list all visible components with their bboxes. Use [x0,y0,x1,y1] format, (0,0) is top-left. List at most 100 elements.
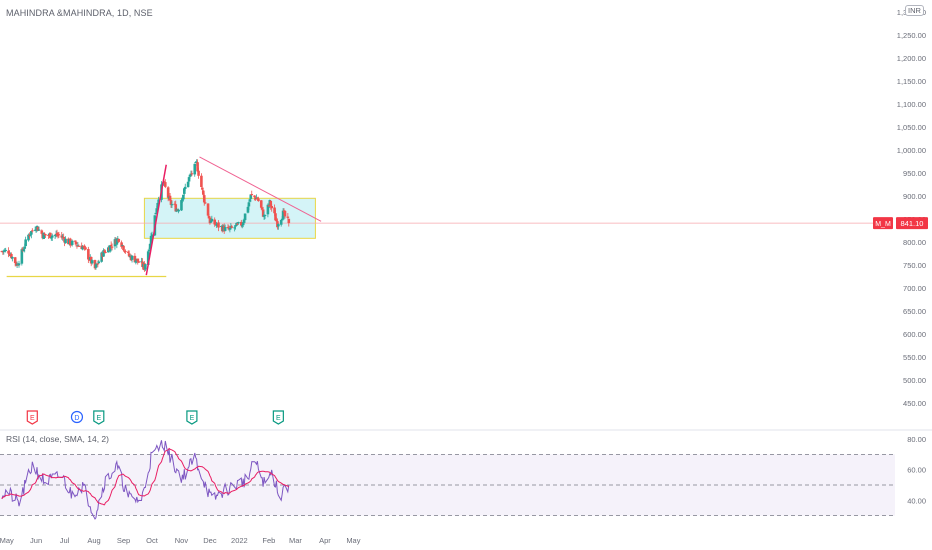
candle-body [8,253,11,256]
earnings-marker-label: E [276,415,281,422]
rsi-tick-label: 60.00 [907,466,926,475]
candle-body [108,245,112,252]
candle-body [36,226,40,231]
candle-body [270,206,273,209]
candle-body [60,235,64,238]
candle-body [148,243,152,250]
currency-label[interactable]: INR [905,5,924,16]
candle-body [37,229,41,231]
candle-body [13,257,17,264]
candle-body [83,245,86,248]
candle-body [4,249,7,251]
y-tick-label: 1,250.00 [897,31,926,40]
candle-body [223,227,227,231]
candle-body [127,253,131,257]
rsi-tick-label: 80.00 [907,435,926,444]
candle-body [249,194,253,199]
candle-body [20,249,24,264]
y-tick-label: 600.00 [903,330,926,339]
x-tick-label: Jun [30,536,42,545]
candle-body [180,200,183,211]
y-tick-label: 1,200.00 [897,54,926,63]
price-badge-text: 841.10 [901,219,924,228]
candle-body [7,250,10,254]
earnings-marker-label: E [96,415,101,422]
candle-body [241,222,245,226]
candle-body [246,206,250,213]
candle-body [210,218,214,222]
price-badge-bg [896,217,928,230]
candle-body [84,247,87,250]
candle-body [56,235,60,237]
candle-body [164,182,167,187]
candle-body [197,170,200,176]
candle-body [126,251,130,253]
candle-body [186,181,190,188]
candle-body [77,245,81,247]
candle-body [196,162,199,172]
candle-body [90,260,94,264]
chart-title: MAHINDRA &MAHINDRA, 1D, NSE [6,8,153,18]
candle-body [166,187,170,198]
y-tick-label: 650.00 [903,307,926,316]
candle-body [260,207,264,210]
candle-body [237,222,240,224]
candle-body [277,224,280,227]
x-tick-label: Oct [146,536,159,545]
candle-body [115,239,119,245]
candle-body [57,234,61,236]
candle-body [215,224,218,226]
candle-body [182,194,185,200]
y-tick-label: 900.00 [903,192,926,201]
candle-body [168,195,172,201]
earnings-marker-shape [272,410,284,425]
candle-body [44,234,47,236]
candle-body [146,251,150,265]
candle-body [170,204,174,206]
x-tick-label: Mar [289,536,302,545]
candle-body [104,251,107,253]
candle-body [88,259,91,261]
candle-body [50,235,54,238]
rising-trendline [145,164,167,276]
candle-body [267,205,271,207]
earnings-marker-shape [26,410,38,425]
candle-body [10,253,13,259]
candle-body [200,175,203,188]
candle-body [117,238,121,242]
candle-body [217,222,220,228]
candle-body [11,256,14,259]
candle-body [100,252,103,262]
x-tick-label: Nov [175,536,189,545]
candle-body [242,219,246,223]
candle-body [62,236,65,239]
candle-body [14,262,18,266]
candle-body [187,177,191,182]
candle-body [276,221,279,228]
candle-body [42,232,45,239]
candle-body [203,202,207,204]
candle-body [121,245,124,247]
candle-body [55,233,59,236]
candle-body [124,251,127,253]
candle-body [233,227,236,229]
candle-body [23,246,26,249]
x-tick-label: Aug [87,536,100,545]
candle-body [73,240,77,242]
candle-body [30,231,33,235]
x-tick-label: Jul [60,536,70,545]
candle-body [137,261,140,263]
candle-body [174,204,178,212]
candle-body [47,234,50,236]
candle-body [263,214,267,216]
candle-body [130,255,134,260]
candle-body [17,263,21,266]
candle-body [208,217,212,224]
candle-body [43,233,46,235]
candle-body [34,229,38,231]
candle-body [177,209,180,212]
candle-body [150,234,154,237]
candle-body [49,232,52,239]
x-tick-label: 2022 [231,536,248,545]
